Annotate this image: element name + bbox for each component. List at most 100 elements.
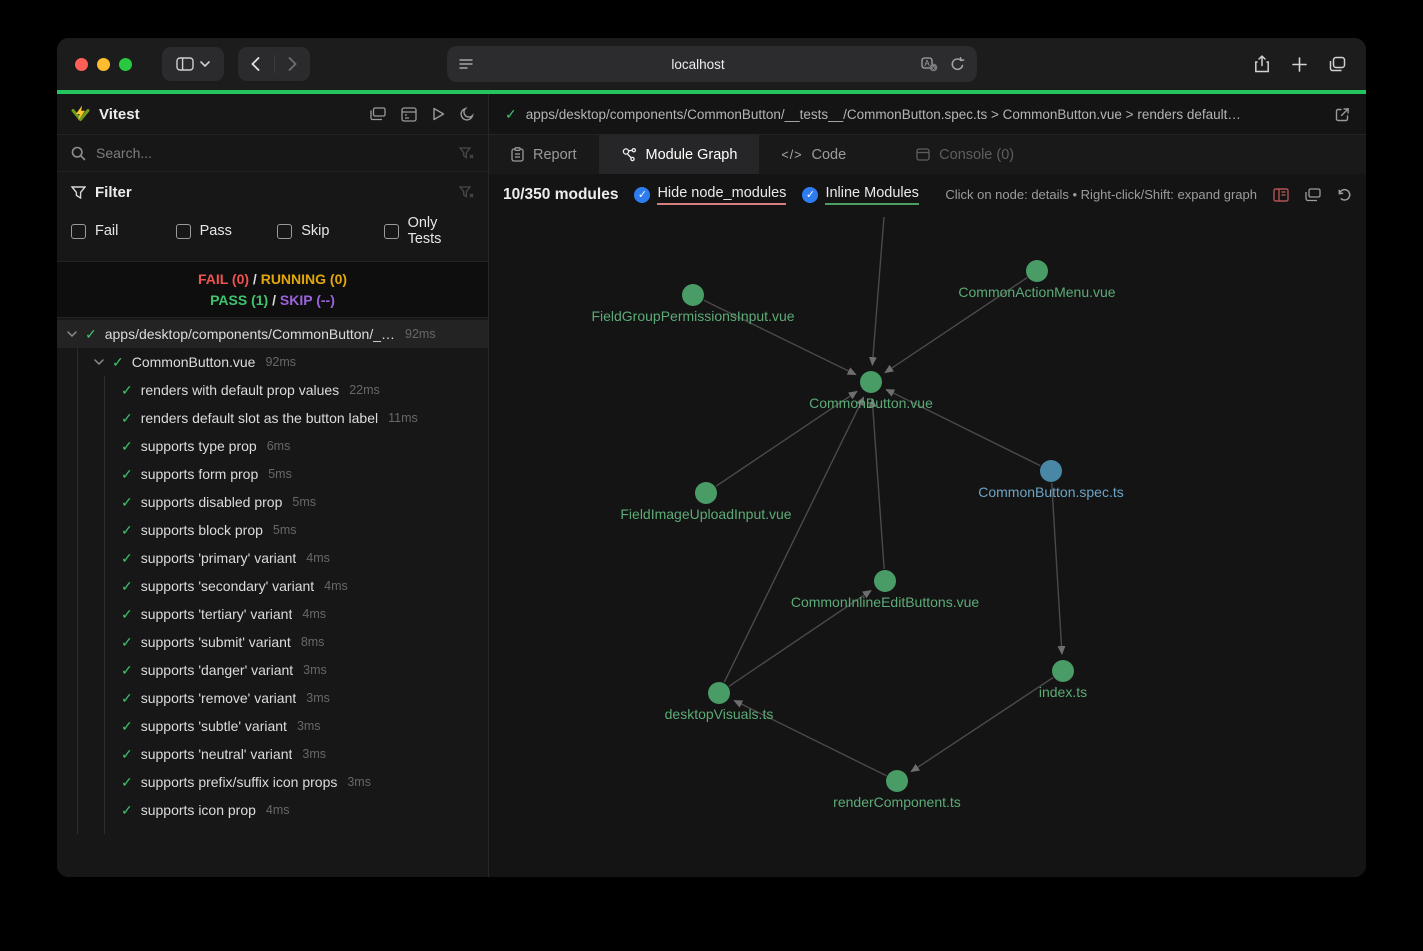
graph-node[interactable]: CommonButton.vue [809, 371, 933, 411]
graph-node[interactable]: FieldImageUploadInput.vue [620, 482, 792, 522]
test-row[interactable]: ✓ supports 'submit' variant 8ms [105, 628, 488, 656]
forward-button[interactable] [274, 57, 310, 71]
reader-icon[interactable] [459, 58, 475, 71]
close-window-button[interactable] [75, 57, 88, 71]
new-tab-icon[interactable] [1292, 56, 1307, 72]
collapse-panels-icon[interactable] [370, 107, 386, 121]
test-duration: 3ms [302, 747, 327, 761]
console-icon [916, 148, 930, 161]
test-row[interactable]: ✓ supports 'secondary' variant 4ms [105, 572, 488, 600]
reload-icon[interactable] [950, 56, 965, 72]
test-name: supports 'neutral' variant [140, 746, 293, 762]
toggle-hide-node-modules[interactable]: ✓ Hide node_modules [634, 185, 787, 205]
tab-label: Report [533, 146, 577, 163]
tab-console[interactable]: Console (0) [894, 135, 1036, 174]
pass-check-icon: ✓ [121, 382, 133, 398]
nav-buttons [238, 47, 310, 81]
test-tree: ✓ apps/desktop/components/CommonButton/_… [57, 318, 488, 877]
minimize-window-button[interactable] [97, 57, 110, 71]
test-row[interactable]: ✓ supports 'remove' variant 3ms [105, 684, 488, 712]
filter-checkbox-pass[interactable]: Pass [175, 215, 278, 247]
graph-node[interactable]: CommonActionMenu.vue [958, 260, 1116, 300]
checkbox-icon [71, 223, 86, 239]
test-row[interactable]: ✓ supports icon prop 4ms [105, 796, 488, 824]
filter-checkbox-fail[interactable]: Fail [71, 215, 176, 247]
test-row[interactable]: ✓ supports 'subtle' variant 3ms [105, 712, 488, 740]
pass-check-icon: ✓ [121, 438, 133, 454]
detail-tabs: Report Module Graph </> Code [489, 135, 1366, 174]
test-row[interactable]: ✓ supports 'danger' variant 3ms [105, 656, 488, 684]
toggle-inline-modules[interactable]: ✓ Inline Modules [802, 185, 919, 205]
breadcrumb: ✓ apps/desktop/components/CommonButton/_… [489, 94, 1366, 135]
modules-count: 10/350 modules [503, 185, 619, 203]
tab-module-graph[interactable]: Module Graph [598, 135, 760, 174]
pass-check-icon: ✓ [121, 494, 133, 510]
tab-report[interactable]: Report [489, 135, 599, 174]
pass-check-icon: ✓ [121, 634, 133, 650]
module-graph-canvas[interactable]: FieldGroupPermissionsInput.vue CommonActi… [489, 215, 1366, 877]
filter-section: Filter Fail [57, 172, 488, 261]
clear-filter-icon[interactable] [459, 186, 474, 199]
test-name: supports 'primary' variant [140, 550, 297, 566]
test-row[interactable]: ✓ renders default slot as the button lab… [105, 404, 488, 432]
test-row[interactable]: ✓ supports 'primary' variant 4ms [105, 544, 488, 572]
toggle-label: Hide node_modules [657, 185, 787, 205]
run-all-icon[interactable] [432, 107, 445, 121]
test-row[interactable]: ✓ supports type prop 6ms [105, 432, 488, 460]
test-row[interactable]: ✓ supports prefix/suffix icon props 3ms [105, 768, 488, 796]
chevron-down-icon[interactable] [67, 331, 77, 337]
tab-label: Code [811, 146, 847, 163]
dashboard-icon[interactable] [401, 106, 417, 122]
test-row[interactable]: ✓ supports 'neutral' variant 3ms [105, 740, 488, 768]
graph-node[interactable]: CommonButton.spec.ts [978, 460, 1124, 500]
clear-search-filter-icon[interactable] [459, 146, 474, 160]
test-file-row[interactable]: ✓ apps/desktop/components/CommonButton/_… [57, 320, 488, 348]
test-row[interactable]: ✓ supports form prop 5ms [105, 460, 488, 488]
test-row[interactable]: ✓ renders with default prop values 22ms [105, 376, 488, 404]
graph-edge [1051, 482, 1066, 656]
address-bar[interactable]: localhost A x [447, 46, 977, 82]
svg-text:A: A [924, 59, 930, 68]
vitest-header: Vitest [57, 94, 488, 134]
sidebar-icon [176, 57, 194, 71]
graph-edge [885, 388, 1041, 467]
pass-check-icon: ✓ [121, 662, 133, 678]
translate-icon[interactable]: A x [921, 56, 938, 72]
zoom-window-button[interactable] [119, 57, 132, 71]
export-graph-icon[interactable] [1305, 187, 1321, 202]
filter-checkbox-skip[interactable]: Skip [277, 215, 384, 247]
test-row[interactable]: ✓ supports block prop 5ms [105, 516, 488, 544]
test-duration: 4ms [265, 803, 290, 817]
tab-overview-icon[interactable] [1329, 56, 1346, 72]
legend-book-icon[interactable] [1273, 187, 1289, 202]
graph-node-label: FieldGroupPermissionsInput.vue [591, 308, 794, 324]
test-row[interactable]: ✓ supports disabled prop 5ms [105, 488, 488, 516]
graph-node[interactable]: index.ts [1039, 660, 1087, 700]
test-name: supports prefix/suffix icon props [140, 774, 338, 790]
graph-node[interactable]: desktopVisuals.ts [665, 682, 774, 722]
browser-window: localhost A x [57, 38, 1366, 877]
graph-node[interactable]: CommonInlineEditButtons.vue [791, 570, 980, 610]
open-external-icon[interactable] [1335, 107, 1350, 122]
graph-node[interactable]: FieldGroupPermissionsInput.vue [591, 284, 795, 324]
back-button[interactable] [238, 57, 274, 71]
vitest-logo-icon [71, 105, 90, 123]
test-name: supports 'danger' variant [140, 662, 294, 678]
test-row[interactable]: ✓ supports 'tertiary' variant 4ms [105, 600, 488, 628]
reset-graph-icon[interactable] [1337, 187, 1352, 202]
share-icon[interactable] [1254, 55, 1270, 73]
tab-code[interactable]: </> Code [759, 135, 868, 174]
sidebar-toggle-button[interactable] [162, 47, 224, 81]
test-suite-row[interactable]: ✓ CommonButton.vue 92ms [78, 348, 488, 376]
filter-checkbox-only-tests[interactable]: Only Tests [383, 215, 474, 247]
filter-icon [71, 186, 86, 199]
graph-edge [868, 216, 885, 367]
search-input[interactable]: Search... [96, 145, 153, 161]
search-bar[interactable]: Search... [57, 134, 488, 172]
chevron-down-icon[interactable] [94, 359, 104, 365]
module-graph[interactable]: FieldGroupPermissionsInput.vue CommonActi… [489, 215, 1366, 877]
graph-node[interactable]: renderComponent.ts [833, 770, 961, 810]
url-text: localhost [671, 56, 725, 72]
dark-mode-icon[interactable] [460, 107, 474, 121]
